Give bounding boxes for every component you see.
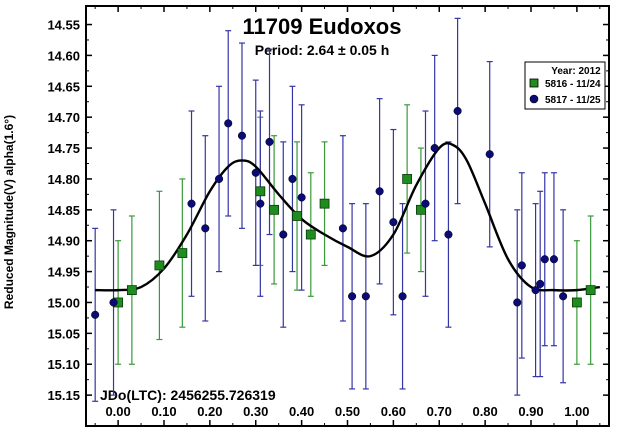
data-point-5817 bbox=[187, 199, 196, 208]
data-points bbox=[91, 106, 596, 319]
x-tick-label: 0.80 bbox=[472, 404, 497, 419]
chart-subtitle: Period: 2.64 ± 0.05 h bbox=[255, 42, 390, 58]
data-point-5817 bbox=[559, 292, 568, 301]
data-point-5817 bbox=[256, 199, 265, 208]
data-point-5816 bbox=[255, 186, 266, 197]
x-tick-label: 0.00 bbox=[105, 404, 130, 419]
y-tick-label: 15.10 bbox=[47, 357, 80, 372]
y-tick-label: 14.80 bbox=[47, 172, 80, 187]
y-tick-label: 15.05 bbox=[47, 326, 80, 341]
data-point-5817 bbox=[421, 199, 430, 208]
data-point-5817 bbox=[540, 255, 549, 264]
data-point-5816 bbox=[305, 229, 316, 240]
data-point-5817 bbox=[224, 119, 233, 128]
data-point-5817 bbox=[517, 261, 526, 270]
data-point-5816 bbox=[571, 297, 582, 308]
data-point-5817 bbox=[536, 279, 545, 288]
data-point-5817 bbox=[430, 144, 439, 153]
y-tick-label: 14.85 bbox=[47, 203, 80, 218]
data-point-5817 bbox=[109, 298, 118, 307]
x-tick-label: 0.20 bbox=[197, 404, 222, 419]
legend-label-5817: 5817 - 11/25 bbox=[545, 95, 601, 106]
data-point-5817 bbox=[338, 224, 347, 233]
data-point-5816 bbox=[319, 198, 330, 209]
data-point-5817 bbox=[214, 174, 224, 183]
y-tick-label: 15.15 bbox=[47, 388, 80, 403]
data-point-5816 bbox=[585, 285, 596, 296]
y-tick-label: 15.00 bbox=[47, 295, 80, 310]
error-bars bbox=[92, 17, 594, 402]
y-tick-label: 14.60 bbox=[47, 48, 80, 63]
jdo-annotation: JDo(LTC): 2456255.726319 bbox=[100, 387, 276, 403]
x-tick-label: 0.10 bbox=[151, 404, 176, 419]
data-point-5817 bbox=[444, 230, 453, 239]
x-tick-label: 0.40 bbox=[289, 404, 314, 419]
data-point-5817 bbox=[251, 168, 260, 177]
y-tick-label: 14.70 bbox=[47, 110, 80, 125]
data-point-5817 bbox=[453, 106, 462, 116]
fit-curve bbox=[95, 142, 600, 292]
data-point-5816 bbox=[269, 204, 279, 215]
data-point-5817 bbox=[485, 150, 494, 159]
x-axis: 0.00 0.10 0.20 0.30 0.40 0.50 0.60 0.70 0.80 0.90… bbox=[94, 6, 601, 426]
legend-label-5816: 5816 - 11/24 bbox=[545, 79, 601, 90]
data-point-5816 bbox=[416, 204, 426, 215]
data-point-5817 bbox=[288, 174, 297, 183]
x-tick-label: 0.50 bbox=[335, 404, 360, 419]
data-point-5816 bbox=[177, 248, 188, 258]
legend-title: Year: 2012 bbox=[551, 66, 601, 77]
y-axis-label: Reduced Magnitude(V) alpha(1.6°) bbox=[2, 115, 16, 309]
data-point-5816 bbox=[126, 285, 137, 296]
legend-marker-5816 bbox=[529, 78, 539, 88]
data-point-5817 bbox=[531, 286, 540, 295]
x-tick-label: 0.90 bbox=[518, 404, 543, 419]
legend-marker-5817 bbox=[529, 94, 539, 104]
data-point-5816 bbox=[154, 260, 165, 271]
chart-title: 11709 Eudoxos bbox=[243, 14, 402, 39]
data-point-5817 bbox=[265, 137, 274, 146]
data-point-5817 bbox=[348, 292, 357, 301]
data-point-5817 bbox=[297, 193, 306, 202]
data-point-5817 bbox=[375, 187, 384, 196]
data-point-5817 bbox=[201, 224, 210, 233]
y-tick-label: 14.65 bbox=[47, 79, 80, 94]
data-point-5817 bbox=[549, 255, 558, 264]
x-tick-label: 0.60 bbox=[381, 404, 406, 419]
data-point-5817 bbox=[513, 298, 522, 307]
y-tick-label: 14.90 bbox=[47, 234, 80, 249]
x-tick-label: 1.00 bbox=[564, 404, 589, 419]
data-point-5817 bbox=[389, 218, 398, 227]
y-axis: 14.55 14.60 14.65 14.70 14.75 14.80 14.85 14.90… bbox=[47, 18, 609, 403]
data-point-5816 bbox=[292, 211, 302, 221]
x-tick-label: 0.30 bbox=[243, 404, 268, 419]
y-tick-label: 14.75 bbox=[47, 141, 80, 156]
y-tick-label: 14.95 bbox=[47, 265, 80, 280]
x-tick-label: 0.70 bbox=[427, 404, 452, 419]
data-point-5816 bbox=[402, 174, 413, 184]
data-point-5817 bbox=[398, 292, 407, 301]
data-point-5817 bbox=[361, 292, 370, 301]
legend: Year: 2012 5816 - 11/24 5817 - 11/25 bbox=[524, 61, 606, 110]
y-tick-label: 14.55 bbox=[47, 18, 80, 33]
data-point-5817 bbox=[237, 131, 247, 140]
data-point-5817 bbox=[279, 230, 288, 239]
data-point-5817 bbox=[91, 310, 100, 319]
